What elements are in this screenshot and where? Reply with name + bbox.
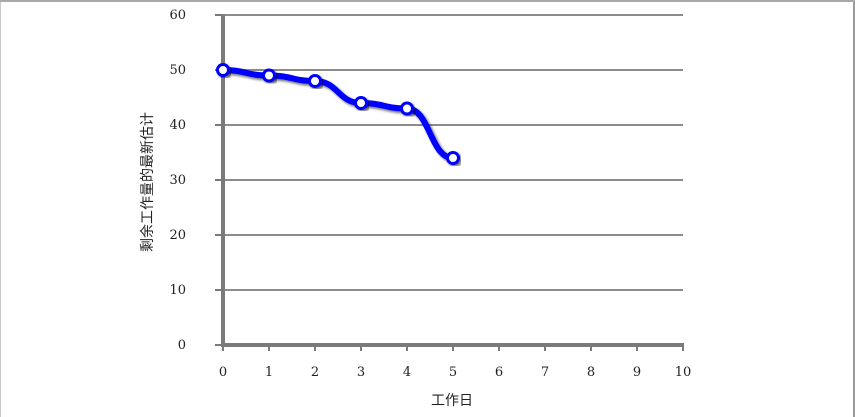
x-tick-label-3: 3 xyxy=(357,365,365,380)
y-tick-label-10: 10 xyxy=(169,283,186,298)
x-tick-label-9: 9 xyxy=(633,365,641,380)
frame-right-edge xyxy=(853,2,855,417)
x-tick-label-5: 5 xyxy=(449,365,457,380)
y-tick-label-40: 40 xyxy=(169,118,186,133)
x-axis-title: 工作日 xyxy=(431,393,473,409)
y-tick-label-30: 30 xyxy=(169,173,186,188)
x-tick-label-0: 0 xyxy=(219,365,227,380)
y-tick-label-60: 60 xyxy=(169,8,186,23)
x-tick-label-4: 4 xyxy=(403,365,411,380)
y-axis-title: 剩余工作量的最新估计 xyxy=(139,112,156,252)
axes xyxy=(215,14,684,351)
grid-lines xyxy=(223,14,683,291)
y-tick-label-0: 0 xyxy=(178,338,186,353)
frame-left-edge xyxy=(0,2,1,417)
x-tick-label-6: 6 xyxy=(495,365,503,380)
data-point-0 xyxy=(216,63,230,77)
data-point-2 xyxy=(308,74,322,88)
y-tick-label-20: 20 xyxy=(169,228,186,243)
data-point-3 xyxy=(354,96,368,110)
data-point-4 xyxy=(400,101,414,116)
x-tick-label-2: 2 xyxy=(311,365,319,380)
tick-labels: 0 10 20 30 40 50 60 0 1 2 3 4 5 6 7 8 9 10 xyxy=(169,8,691,380)
series-line-0 xyxy=(220,67,456,161)
series-layer xyxy=(216,63,460,165)
x-tick-label-1: 1 xyxy=(265,365,273,380)
x-tick-label-10: 10 xyxy=(675,365,692,380)
x-tick-label-7: 7 xyxy=(541,365,549,380)
data-point-1 xyxy=(262,68,276,83)
x-tick-label-8: 8 xyxy=(587,365,595,380)
y-tick-label-50: 50 xyxy=(169,63,186,78)
data-point-5 xyxy=(446,151,460,165)
